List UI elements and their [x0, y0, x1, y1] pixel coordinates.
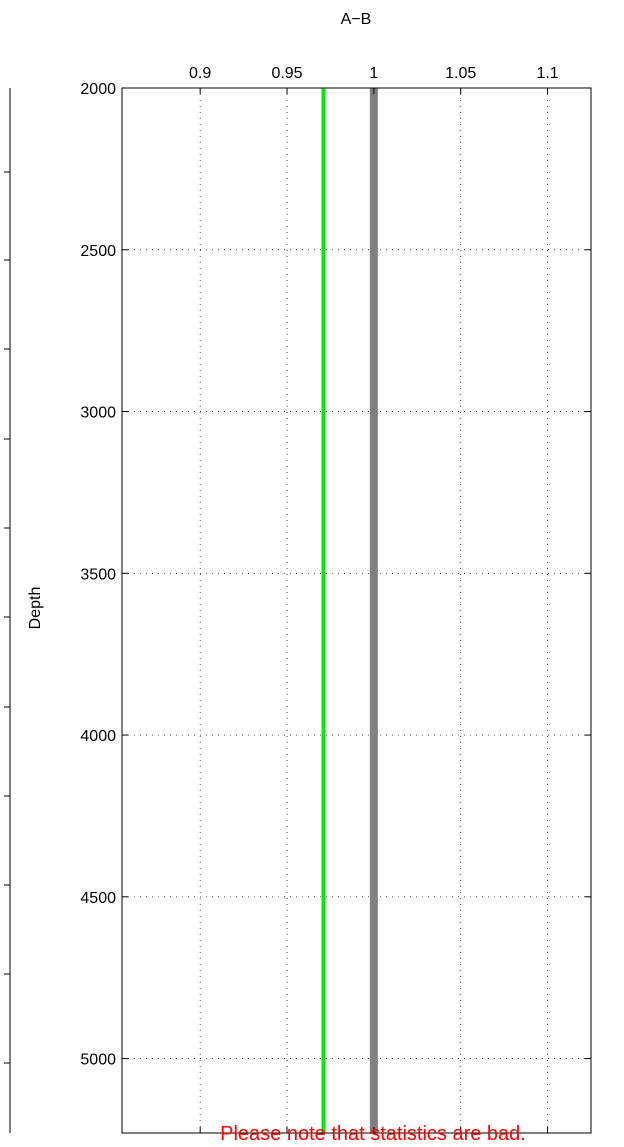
y-tick-label: 4500 [80, 890, 116, 907]
y-axis: 2000 2500 3000 3500 4000 4500 5000 [80, 81, 591, 1069]
y-tick-label: 5000 [80, 1052, 116, 1069]
y-tick-label: 3500 [80, 566, 116, 583]
grid [122, 87, 591, 1133]
warning-annotation: Please note that statistics are bad. [220, 1123, 526, 1145]
x-tick-label: 0.95 [271, 65, 302, 82]
y-tick-label: 4000 [80, 728, 116, 745]
plot-frame [121, 87, 592, 1134]
y-tick-label: 2000 [80, 81, 116, 98]
neighbor-panel-edge [4, 88, 11, 1133]
chart-title: A−B [341, 11, 372, 28]
x-tick-label: 1 [369, 65, 378, 82]
y-tick-label: 2500 [80, 243, 116, 260]
series-layer [321, 88, 378, 1133]
y-tick-label: 3000 [80, 405, 116, 422]
x-tick-label: 0.9 [189, 65, 211, 82]
x-tick-label: 1.1 [536, 65, 558, 82]
x-axis: 0.9 0.95 1 1.05 1.1 [189, 65, 559, 1133]
x-tick-label: 1.05 [445, 65, 476, 82]
y-axis-label: Depth [27, 587, 44, 630]
